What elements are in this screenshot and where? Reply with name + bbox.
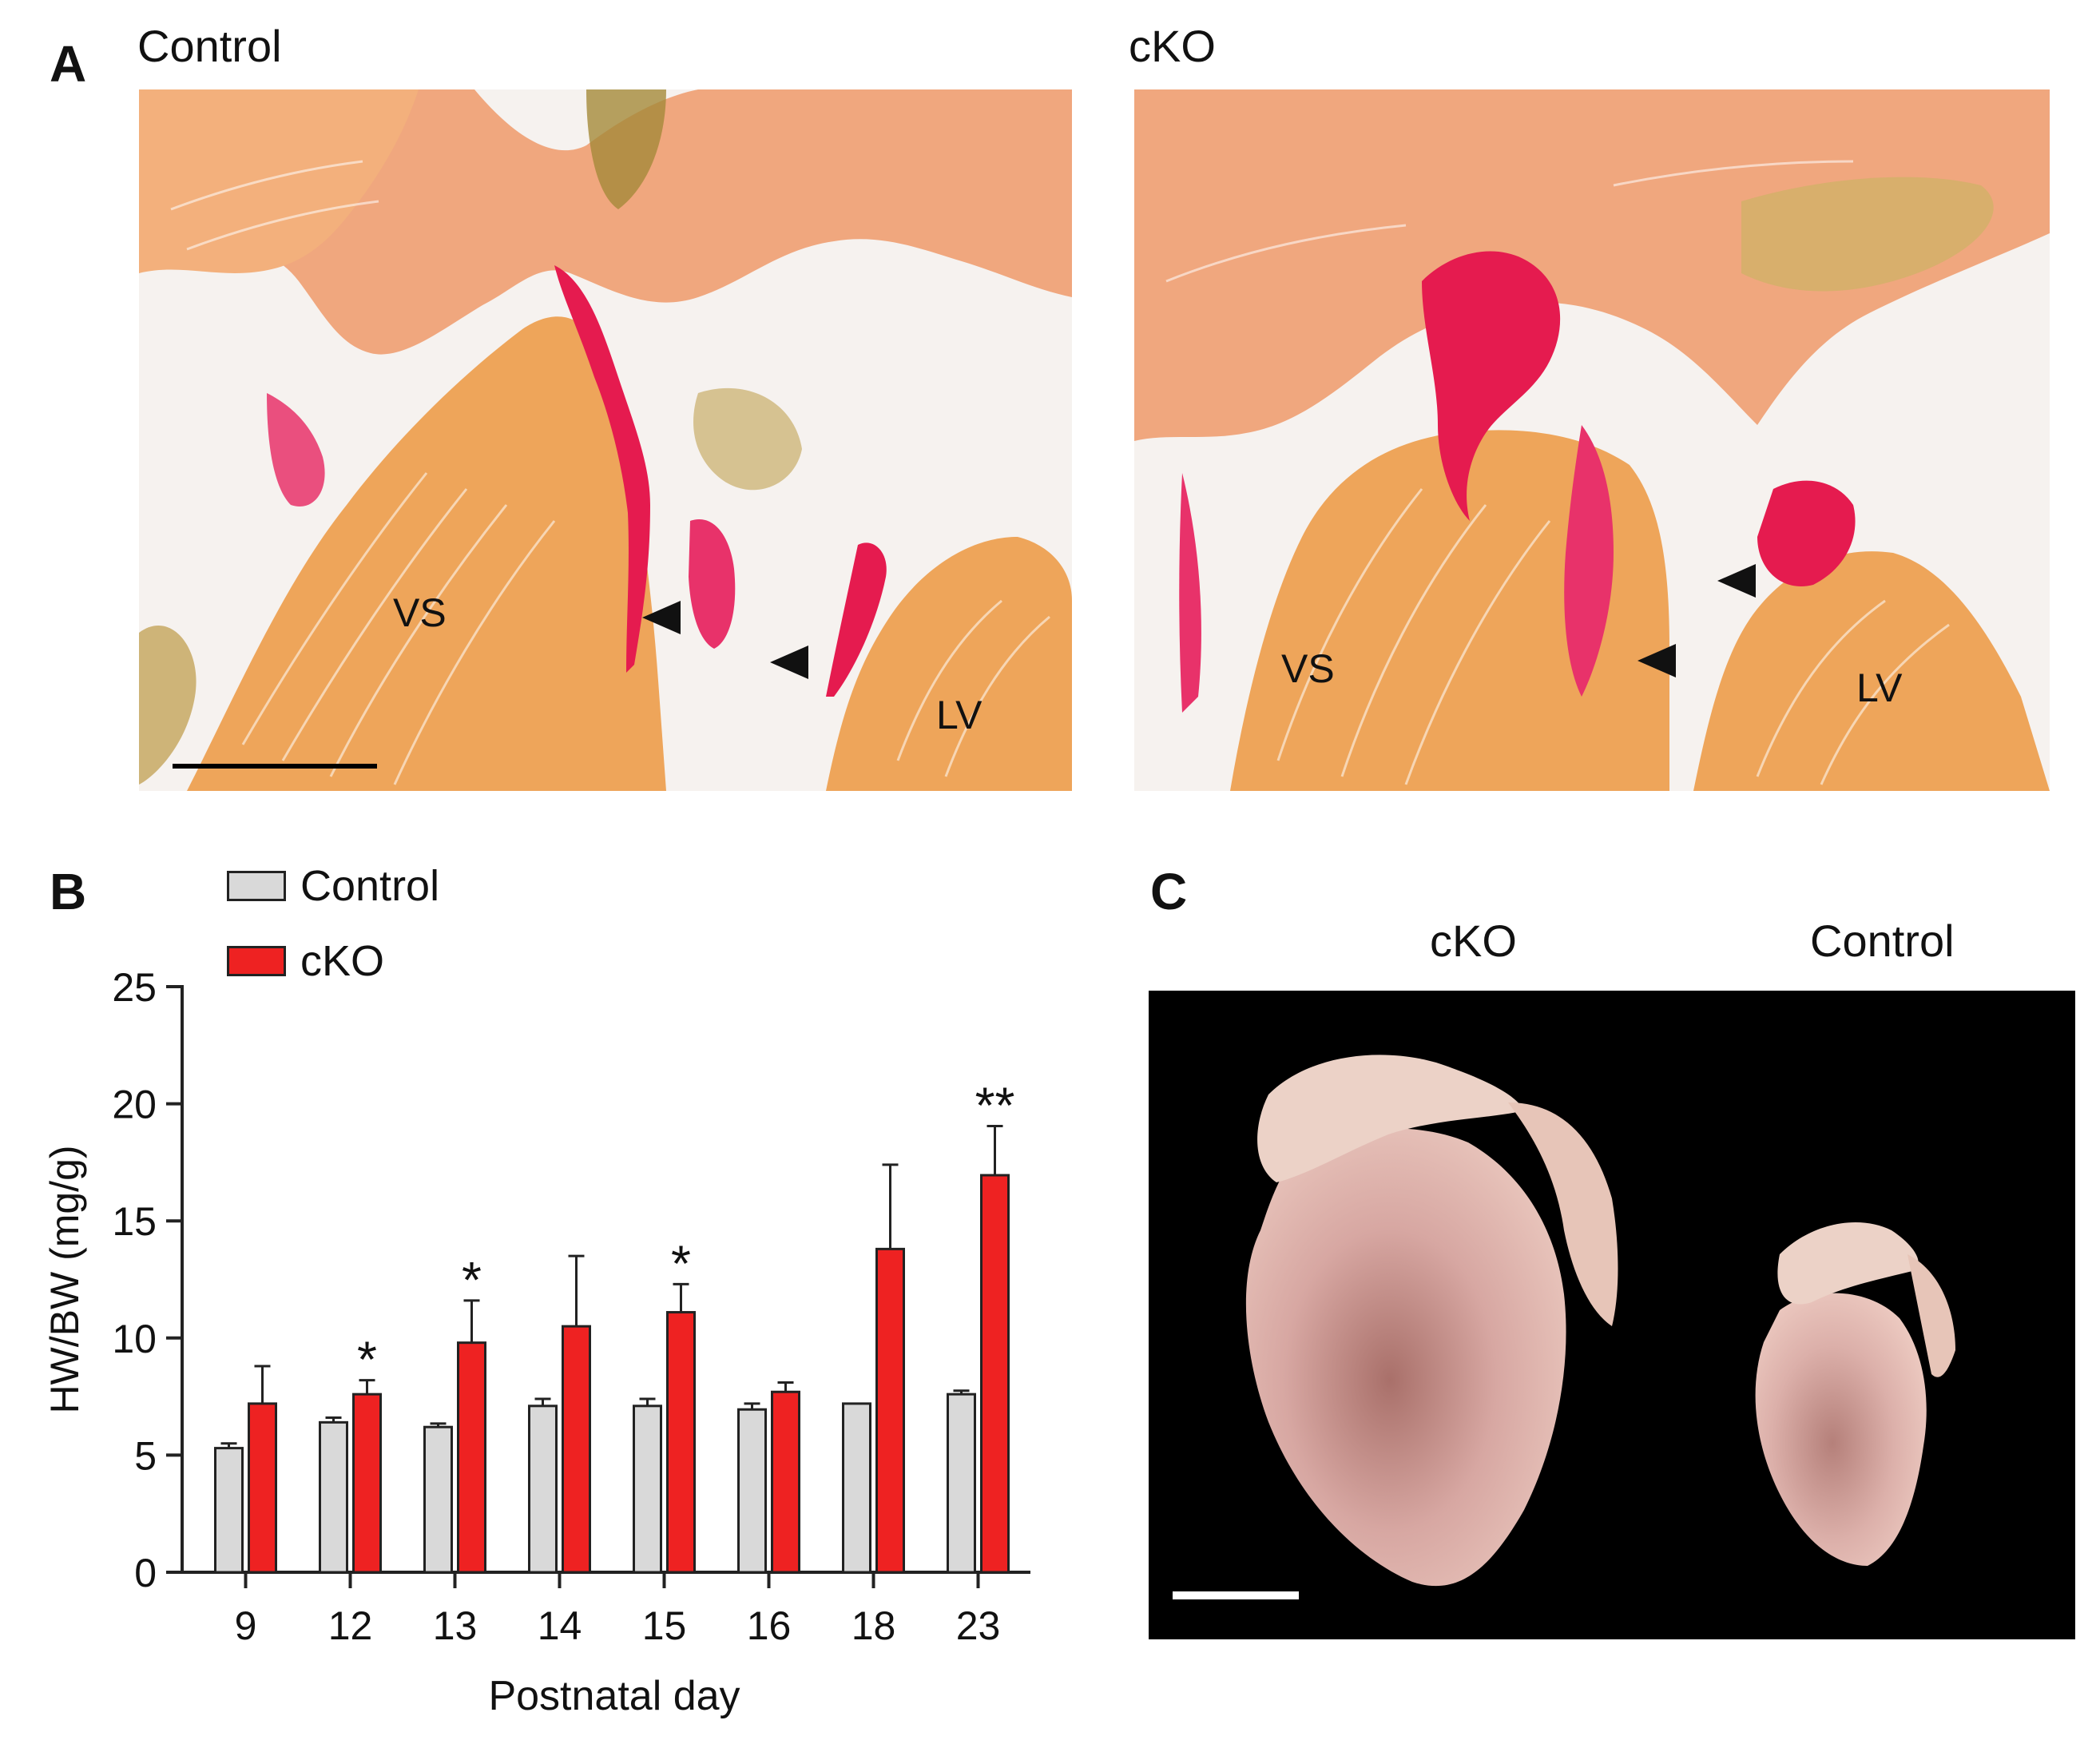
x-tick-label: 13 xyxy=(433,1603,478,1648)
significance-marker: * xyxy=(671,1234,691,1292)
significance-marker: * xyxy=(357,1331,377,1389)
arrowhead-icon xyxy=(642,601,681,634)
significance-marker: * xyxy=(462,1251,482,1309)
label-lv-cko: LV xyxy=(1856,665,1903,710)
arrowhead-icon xyxy=(1638,644,1676,677)
panel-b-letter: B xyxy=(50,863,87,920)
label-lv-control: LV xyxy=(936,693,983,737)
bar-cko xyxy=(248,1402,277,1574)
bar-cko xyxy=(562,1325,591,1574)
legend-swatch-cko xyxy=(227,946,286,976)
bar-control xyxy=(842,1402,871,1574)
panel-a-left-title: Control xyxy=(137,21,282,71)
histology-image-cko: VS LV xyxy=(1134,89,2050,791)
panel-c-label-control: Control xyxy=(1810,916,1955,966)
x-tick-label: 12 xyxy=(328,1603,373,1648)
x-tick-label: 15 xyxy=(642,1603,687,1648)
label-vs-control: VS xyxy=(393,590,447,635)
heart-photo xyxy=(1149,991,2075,1639)
y-tick-label: 0 xyxy=(134,1551,157,1595)
x-tick-label: 23 xyxy=(956,1603,1001,1648)
label-vs-cko: VS xyxy=(1281,646,1335,691)
bar-control xyxy=(423,1425,453,1574)
significance-marker: ** xyxy=(975,1076,1015,1134)
x-tick-label: 9 xyxy=(235,1603,257,1648)
bar-control xyxy=(947,1392,976,1574)
panel-c-letter: C xyxy=(1150,863,1188,920)
y-tick-label: 5 xyxy=(134,1433,157,1478)
bar-control xyxy=(528,1404,558,1574)
bar-cko xyxy=(352,1392,382,1574)
bar-control xyxy=(214,1447,244,1574)
y-tick-label: 15 xyxy=(112,1199,157,1244)
legend-swatch-control xyxy=(227,871,286,901)
histology-image-control: VS LV xyxy=(139,89,1072,791)
panel-a-right-title: cKO xyxy=(1129,21,1216,71)
bar-cko xyxy=(771,1390,800,1574)
bar-control xyxy=(737,1408,767,1574)
y-tick-label: 10 xyxy=(112,1317,157,1361)
legend-label-control: Control xyxy=(300,862,440,910)
legend-label-cko: cKO xyxy=(300,937,385,985)
panel-c-label-cko: cKO xyxy=(1430,916,1517,966)
bar-cko xyxy=(875,1247,905,1574)
bar-control xyxy=(319,1420,348,1574)
bar-cko xyxy=(666,1311,696,1574)
scale-bar xyxy=(1173,1591,1299,1599)
arrowhead-icon xyxy=(770,646,808,679)
x-tick-label: 18 xyxy=(852,1603,896,1648)
panel-a-letter: A xyxy=(50,35,87,93)
y-axis-label: HW/BW (mg/g) xyxy=(42,1145,87,1413)
y-tick-label: 20 xyxy=(112,1083,157,1127)
bar-cko xyxy=(980,1174,1010,1574)
scale-bar xyxy=(173,764,377,769)
arrowhead-icon xyxy=(1717,564,1756,598)
bar-control xyxy=(633,1404,662,1574)
x-tick-label: 16 xyxy=(747,1603,792,1648)
x-tick-label: 14 xyxy=(538,1603,582,1648)
bar-cko xyxy=(457,1341,486,1574)
x-axis-label: Postnatal day xyxy=(488,1673,740,1719)
y-tick-label: 25 xyxy=(112,965,157,1010)
